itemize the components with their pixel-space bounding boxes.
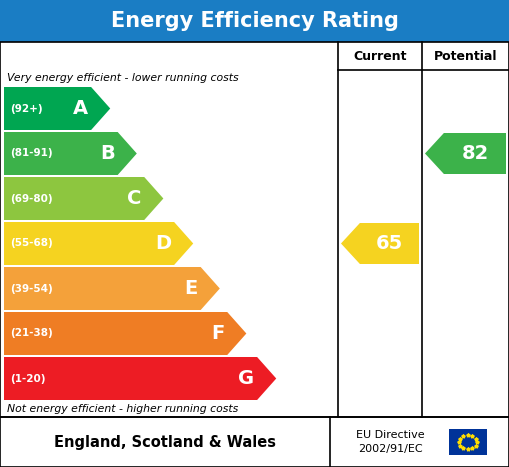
Text: (92+): (92+) [10, 104, 43, 113]
Text: Not energy efficient - higher running costs: Not energy efficient - higher running co… [7, 404, 238, 414]
Text: (81-91): (81-91) [10, 149, 52, 158]
Text: Potential: Potential [434, 50, 497, 63]
Polygon shape [425, 133, 506, 174]
Polygon shape [4, 312, 246, 355]
Polygon shape [4, 177, 163, 220]
Polygon shape [4, 222, 193, 265]
Polygon shape [4, 87, 110, 130]
Text: F: F [211, 324, 224, 343]
Text: England, Scotland & Wales: England, Scotland & Wales [54, 434, 276, 450]
Bar [449, 429, 487, 455]
Polygon shape [4, 132, 137, 175]
Text: Energy Efficiency Rating: Energy Efficiency Rating [110, 11, 399, 31]
Text: (21-38): (21-38) [10, 328, 53, 339]
Text: Very energy efficient - lower running costs: Very energy efficient - lower running co… [7, 73, 239, 83]
Text: B: B [100, 144, 115, 163]
Text: C: C [127, 189, 141, 208]
Text: G: G [238, 369, 254, 388]
Text: 65: 65 [376, 234, 403, 253]
Bar [0, 0, 509, 42]
Polygon shape [4, 267, 220, 310]
Text: (55-68): (55-68) [10, 239, 53, 248]
Polygon shape [4, 357, 276, 400]
Text: 82: 82 [461, 144, 489, 163]
Text: EU Directive
2002/91/EC: EU Directive 2002/91/EC [356, 431, 425, 453]
Polygon shape [341, 223, 419, 264]
Text: (1-20): (1-20) [10, 374, 45, 383]
Bar [0, 417, 509, 467]
Text: Current: Current [353, 50, 407, 63]
Bar [0, 42, 509, 417]
Text: (69-80): (69-80) [10, 193, 52, 204]
Text: A: A [73, 99, 88, 118]
Text: (39-54): (39-54) [10, 283, 53, 293]
Text: E: E [184, 279, 197, 298]
Text: D: D [155, 234, 171, 253]
